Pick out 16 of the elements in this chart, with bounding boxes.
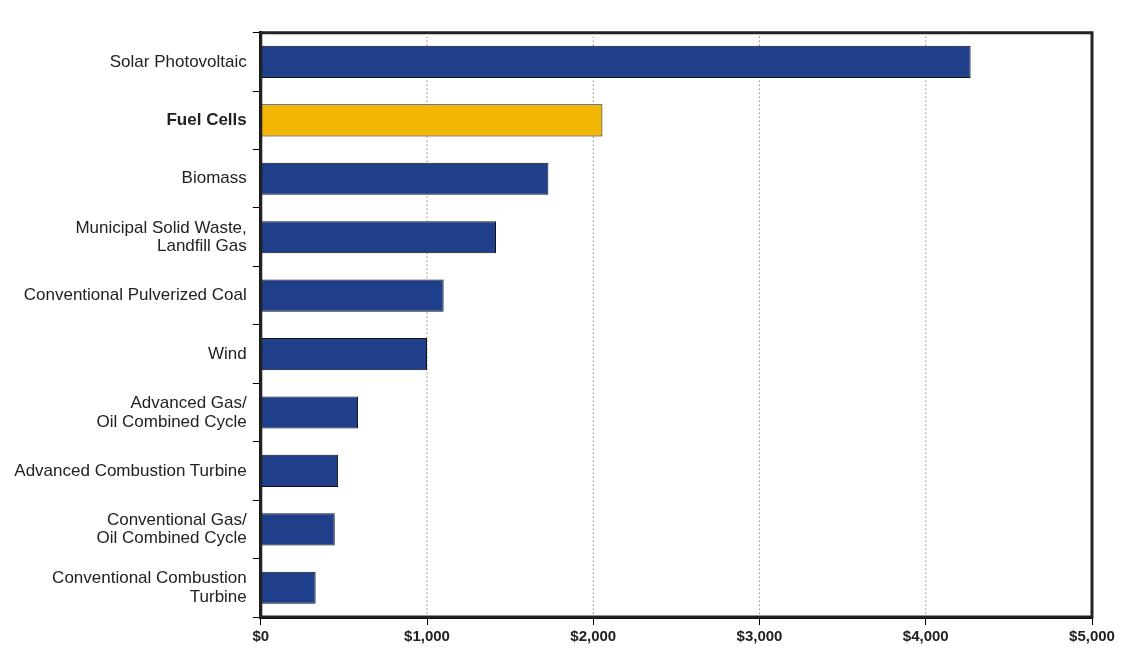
y-tick-label: Biomass <box>181 168 247 188</box>
y-tick-label: Advanced Combustion Turbine <box>14 460 247 480</box>
y-tick-label: Wind <box>208 343 247 363</box>
y-tick-label: Conventional Gas/ Oil Combined Cycle <box>96 509 248 548</box>
y-tick-label: Fuel Cells <box>166 110 247 130</box>
x-tick-label: $1,000 <box>404 627 450 645</box>
x-tick-label: $2,000 <box>570 627 617 645</box>
y-tick-label: Conventional Pulverized Coal <box>23 285 247 305</box>
x-tick-label: $4,000 <box>902 627 949 645</box>
x-tick-label: $5,000 <box>1069 627 1115 645</box>
y-tick-label: Municipal Solid Waste, Landfill Gas <box>75 217 247 256</box>
x-tick-label: $3,000 <box>736 627 783 645</box>
y-tick-label: Advanced Gas/ Oil Combined Cycle <box>96 392 248 431</box>
x-tick-label: $0 <box>252 627 270 645</box>
y-tick-label: Solar Photovoltaic <box>109 51 248 71</box>
y-tick-label: Conventional Combustion Turbine <box>52 568 247 606</box>
